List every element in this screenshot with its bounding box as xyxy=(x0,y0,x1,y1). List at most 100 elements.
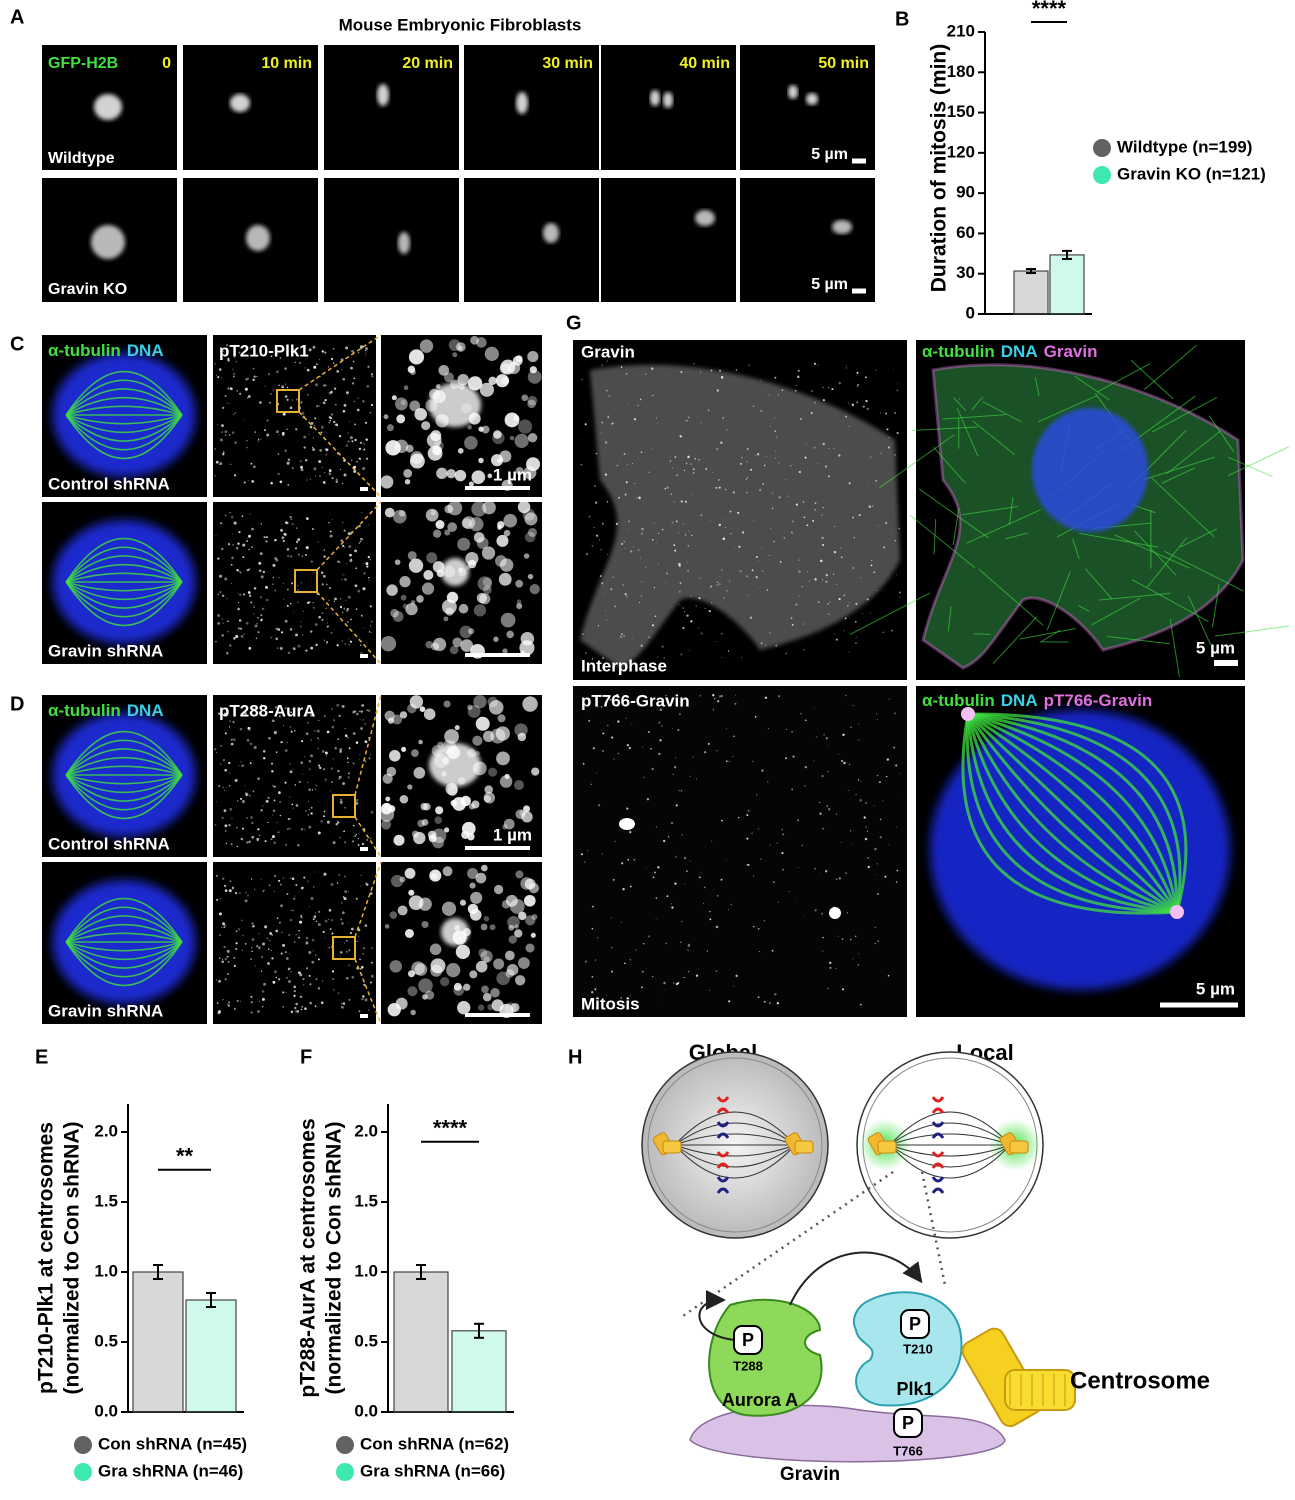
puncta xyxy=(386,424,394,432)
puncta xyxy=(284,367,287,370)
puncta xyxy=(635,949,637,951)
puncta xyxy=(275,929,279,933)
puncta xyxy=(358,457,361,460)
puncta xyxy=(328,918,330,920)
puncta xyxy=(708,609,711,613)
puncta xyxy=(317,958,320,961)
puncta xyxy=(864,376,867,379)
puncta xyxy=(323,549,326,551)
puncta xyxy=(504,950,515,961)
puncta xyxy=(692,471,695,474)
puncta xyxy=(262,889,265,892)
puncta xyxy=(248,646,252,650)
puncta xyxy=(256,623,258,625)
puncta xyxy=(359,958,361,961)
spindle-fiber xyxy=(674,1144,796,1179)
puncta xyxy=(286,892,289,895)
puncta xyxy=(262,891,264,893)
puncta xyxy=(269,401,271,404)
puncta xyxy=(688,943,691,946)
puncta xyxy=(623,635,625,637)
puncta xyxy=(244,712,247,715)
puncta xyxy=(748,364,750,366)
puncta xyxy=(217,593,220,596)
puncta xyxy=(308,974,311,977)
puncta xyxy=(356,940,358,942)
puncta xyxy=(698,459,700,461)
legend-label: Con shRNA (n=62) xyxy=(360,1434,509,1453)
puncta xyxy=(367,524,369,526)
puncta xyxy=(261,990,265,993)
puncta xyxy=(245,621,249,625)
signal xyxy=(961,707,975,721)
signal xyxy=(441,558,469,586)
puncta xyxy=(773,417,776,419)
puncta xyxy=(685,857,686,859)
puncta xyxy=(274,970,277,974)
puncta xyxy=(776,1001,780,1005)
puncta xyxy=(343,897,347,900)
puncta xyxy=(293,612,295,613)
label: Interphase xyxy=(581,656,667,675)
puncta xyxy=(352,824,355,827)
puncta xyxy=(229,644,232,647)
y-tick-label: 1.0 xyxy=(354,1261,378,1280)
puncta xyxy=(296,584,299,587)
puncta xyxy=(321,612,324,615)
microtubule xyxy=(933,446,966,484)
puncta xyxy=(644,373,647,375)
puncta xyxy=(330,919,333,922)
puncta xyxy=(289,770,293,774)
puncta xyxy=(309,1001,312,1005)
puncta xyxy=(362,442,364,444)
puncta xyxy=(262,805,264,807)
puncta xyxy=(610,634,612,636)
bar xyxy=(1049,254,1085,315)
puncta xyxy=(719,369,722,372)
puncta xyxy=(294,784,297,786)
puncta xyxy=(236,999,239,1002)
label: A xyxy=(10,6,24,28)
puncta xyxy=(843,761,846,765)
puncta xyxy=(264,585,268,589)
puncta xyxy=(284,383,287,385)
puncta xyxy=(774,450,777,452)
puncta xyxy=(757,828,759,830)
centriole xyxy=(794,1140,814,1154)
microtubule xyxy=(65,572,183,583)
puncta xyxy=(845,872,848,875)
puncta xyxy=(233,375,235,378)
puncta xyxy=(272,576,275,579)
roi-box xyxy=(332,936,356,960)
puncta xyxy=(361,704,365,707)
zoom-line xyxy=(679,1170,894,1320)
puncta xyxy=(693,362,695,365)
puncta xyxy=(250,1000,254,1004)
puncta xyxy=(321,466,324,469)
puncta xyxy=(814,401,816,404)
puncta xyxy=(323,555,326,558)
puncta xyxy=(813,362,817,365)
puncta xyxy=(392,714,403,725)
puncta xyxy=(310,630,313,633)
puncta xyxy=(778,462,780,464)
puncta xyxy=(414,407,428,421)
puncta xyxy=(774,376,777,379)
signal xyxy=(94,94,122,120)
puncta xyxy=(884,620,886,622)
puncta xyxy=(256,375,258,378)
puncta xyxy=(585,652,587,654)
puncta xyxy=(790,617,793,619)
puncta xyxy=(346,940,348,942)
puncta xyxy=(664,487,667,490)
puncta xyxy=(289,628,293,631)
puncta xyxy=(321,350,324,353)
puncta xyxy=(238,619,242,622)
puncta xyxy=(274,875,277,878)
puncta xyxy=(300,916,303,919)
puncta xyxy=(740,462,743,465)
puncta xyxy=(446,963,461,978)
puncta xyxy=(594,485,596,487)
microtubule xyxy=(1034,377,1040,396)
puncta xyxy=(802,623,804,625)
